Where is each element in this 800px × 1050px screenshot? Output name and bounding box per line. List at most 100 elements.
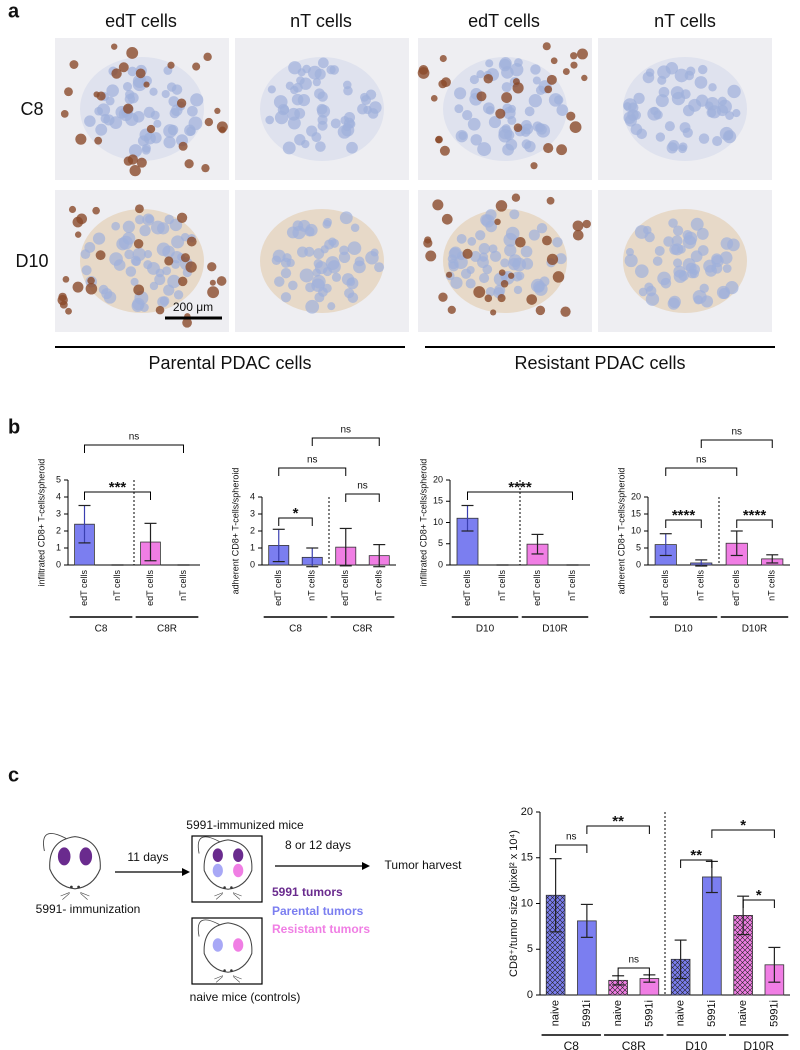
cell [454,104,464,114]
cell [556,104,569,116]
tcell [75,133,87,145]
legend-text: Resistant tumors [272,922,370,936]
tcell [508,272,515,279]
cell [346,141,358,154]
group-label: C8R [352,624,372,635]
y-tick-label: 1 [56,542,61,552]
cell [672,225,684,236]
group-label: D10R [743,1039,774,1050]
cell [686,66,696,76]
cell [282,141,296,155]
cell [674,68,689,83]
tcell [511,193,521,202]
cell [720,237,734,250]
significance-bracket [84,491,151,500]
cell [149,87,158,96]
cell [660,277,672,289]
cell [630,123,643,136]
tcell [176,212,188,223]
bar-hatch [733,915,753,995]
tcell [218,126,226,134]
x-tick-label: nT cells [497,570,507,601]
cell [344,288,355,299]
cell [122,220,135,233]
group-label: Resistant PDAC cells [514,353,685,373]
x-tick-label: nT cells [307,570,317,601]
tcell [135,68,146,79]
cell [105,96,115,106]
cell [163,136,176,149]
cell [725,281,739,295]
tcell [184,159,194,169]
cell [80,249,91,260]
cell [448,247,462,261]
significance-bracket [278,517,313,526]
cell [456,233,467,244]
cell [265,115,275,125]
significance-bracket [467,491,573,500]
diagram-text: 5991- immunization [36,902,141,916]
cell [536,222,548,234]
significance-bracket [736,519,773,528]
arrow-head [182,868,190,876]
cell [708,83,717,92]
cell [128,144,143,158]
cell [162,266,172,276]
x-tick-label: nT cells [374,570,384,601]
cell [679,122,691,133]
cell [171,235,185,249]
column-header: edT cells [105,11,177,31]
cell [312,268,321,277]
x-tick-label: nT cells [178,570,188,601]
y-tick-label: 0 [438,559,443,569]
x-tick-label: naive [737,1000,749,1026]
tcell [68,205,77,214]
tcell [490,309,497,316]
tcell [123,103,134,114]
tcell [64,87,73,97]
tcell [542,42,551,51]
tcell [570,61,578,69]
chart: 0 1 2 3 4 5 infiltrated CD8+ T-cells/spheroid e… [36,432,200,635]
tcell [135,204,144,214]
chart: 0 5 10 15 20 infiltrated CD8+ T-cells/spheroi… [418,459,590,635]
tcell [87,276,95,285]
y-tick-label: 5 [56,474,61,484]
y-tick-label: 2 [56,525,61,535]
cell [530,64,541,75]
tcell [430,94,438,102]
y-tick-label: 4 [250,491,255,501]
cell [505,226,520,241]
group-label: C8R [157,624,177,635]
cell [624,253,638,268]
significance-bracket [84,444,184,453]
cell [95,123,108,136]
tcell [201,163,210,173]
tcell [497,294,506,303]
cell [180,232,190,242]
tcell [129,164,141,177]
cell [132,110,145,123]
tcell [143,81,150,88]
tcell [155,305,165,315]
cell [668,139,680,152]
cell [477,256,489,269]
tcell [562,68,570,76]
y-tick-label: 15 [521,852,533,864]
panel-label: a [8,0,20,22]
diagram-text: 8 or 12 days [285,838,351,852]
cell [455,129,468,143]
cell [274,276,285,287]
y-tick-label: 20 [521,806,533,818]
tcell [484,294,493,303]
cell [625,248,634,257]
cell [131,257,141,267]
tcell [526,294,538,305]
x-tick-label: edT cells [731,570,741,606]
mouse-icon [42,832,101,901]
cell [347,241,362,256]
cell [535,85,546,95]
cell [534,282,548,296]
significance-label: **** [743,507,767,524]
